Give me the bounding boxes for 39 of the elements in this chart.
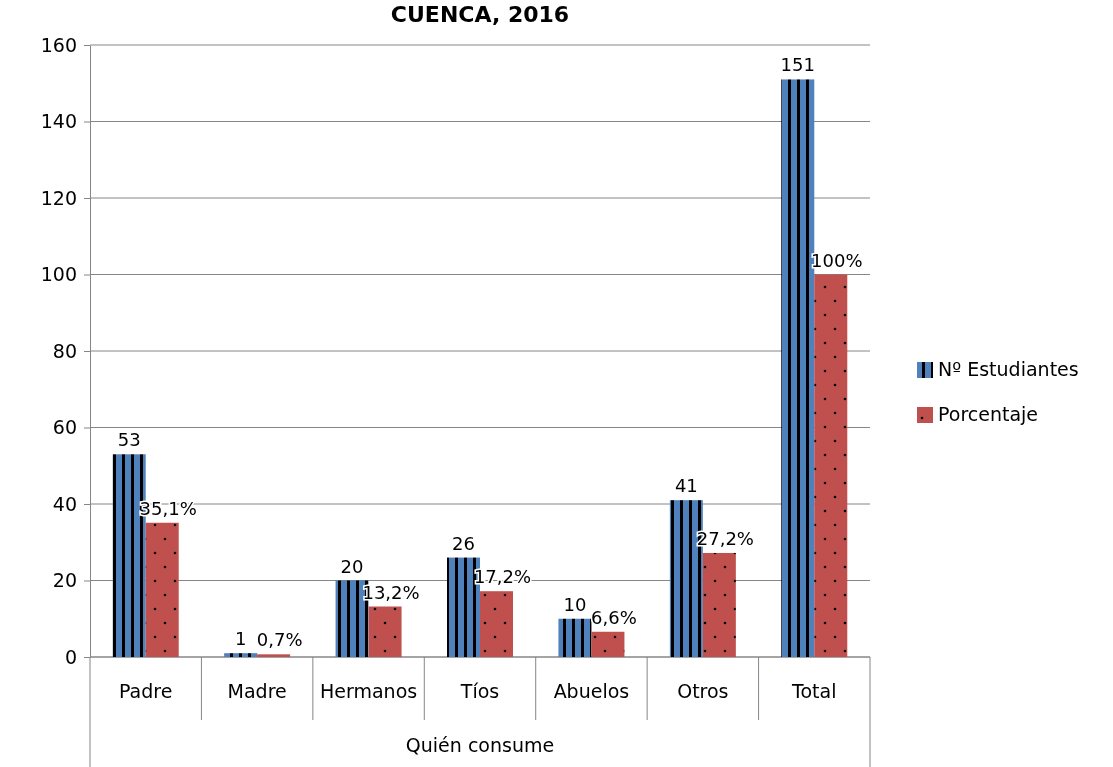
y-tick-label: 120 xyxy=(40,186,77,209)
x-axis-title: Quién consume xyxy=(405,734,555,756)
data-label: 6,6% xyxy=(591,606,637,628)
y-tick-label: 40 xyxy=(52,492,77,515)
bar xyxy=(781,79,815,657)
x-tick-label: Tíos xyxy=(459,680,500,702)
y-tick-label: 160 xyxy=(40,33,77,56)
bar xyxy=(145,522,179,657)
bar xyxy=(480,591,513,657)
data-label: 10 xyxy=(563,593,587,615)
legend-label: Porcentaje xyxy=(938,403,1039,425)
bar xyxy=(224,653,258,657)
chart-title: CUENCA, 2016 xyxy=(390,2,570,27)
y-tick-label: 140 xyxy=(40,110,77,133)
y-tick-label: 0 xyxy=(64,645,77,668)
bar xyxy=(257,654,291,657)
x-tick-label: Abuelos xyxy=(553,680,630,702)
x-tick-label: Hermanos xyxy=(319,680,418,702)
y-tick-label: 20 xyxy=(52,569,77,592)
data-label: 151 xyxy=(780,54,815,76)
data-label: 41 xyxy=(674,475,698,497)
bar xyxy=(368,606,402,657)
x-tick-label: Otros xyxy=(677,680,729,702)
bar xyxy=(702,552,736,657)
data-label: 20 xyxy=(340,555,364,577)
bar xyxy=(591,631,625,657)
data-label: 26 xyxy=(452,532,475,554)
data-label: 53 xyxy=(117,429,141,451)
data-label: 0,7% xyxy=(256,629,303,651)
bar xyxy=(814,274,848,657)
y-tick-label: 80 xyxy=(52,339,77,362)
x-tick-label: Total xyxy=(791,680,837,702)
legend-label: Nº Estudiantes xyxy=(938,358,1079,380)
y-tick-label: 60 xyxy=(52,416,77,439)
bar xyxy=(558,618,592,657)
x-tick-label: Padre xyxy=(119,680,173,702)
y-tick-label: 100 xyxy=(40,263,77,286)
x-tick-label: Madre xyxy=(227,680,287,702)
data-label: 1 xyxy=(234,628,247,650)
